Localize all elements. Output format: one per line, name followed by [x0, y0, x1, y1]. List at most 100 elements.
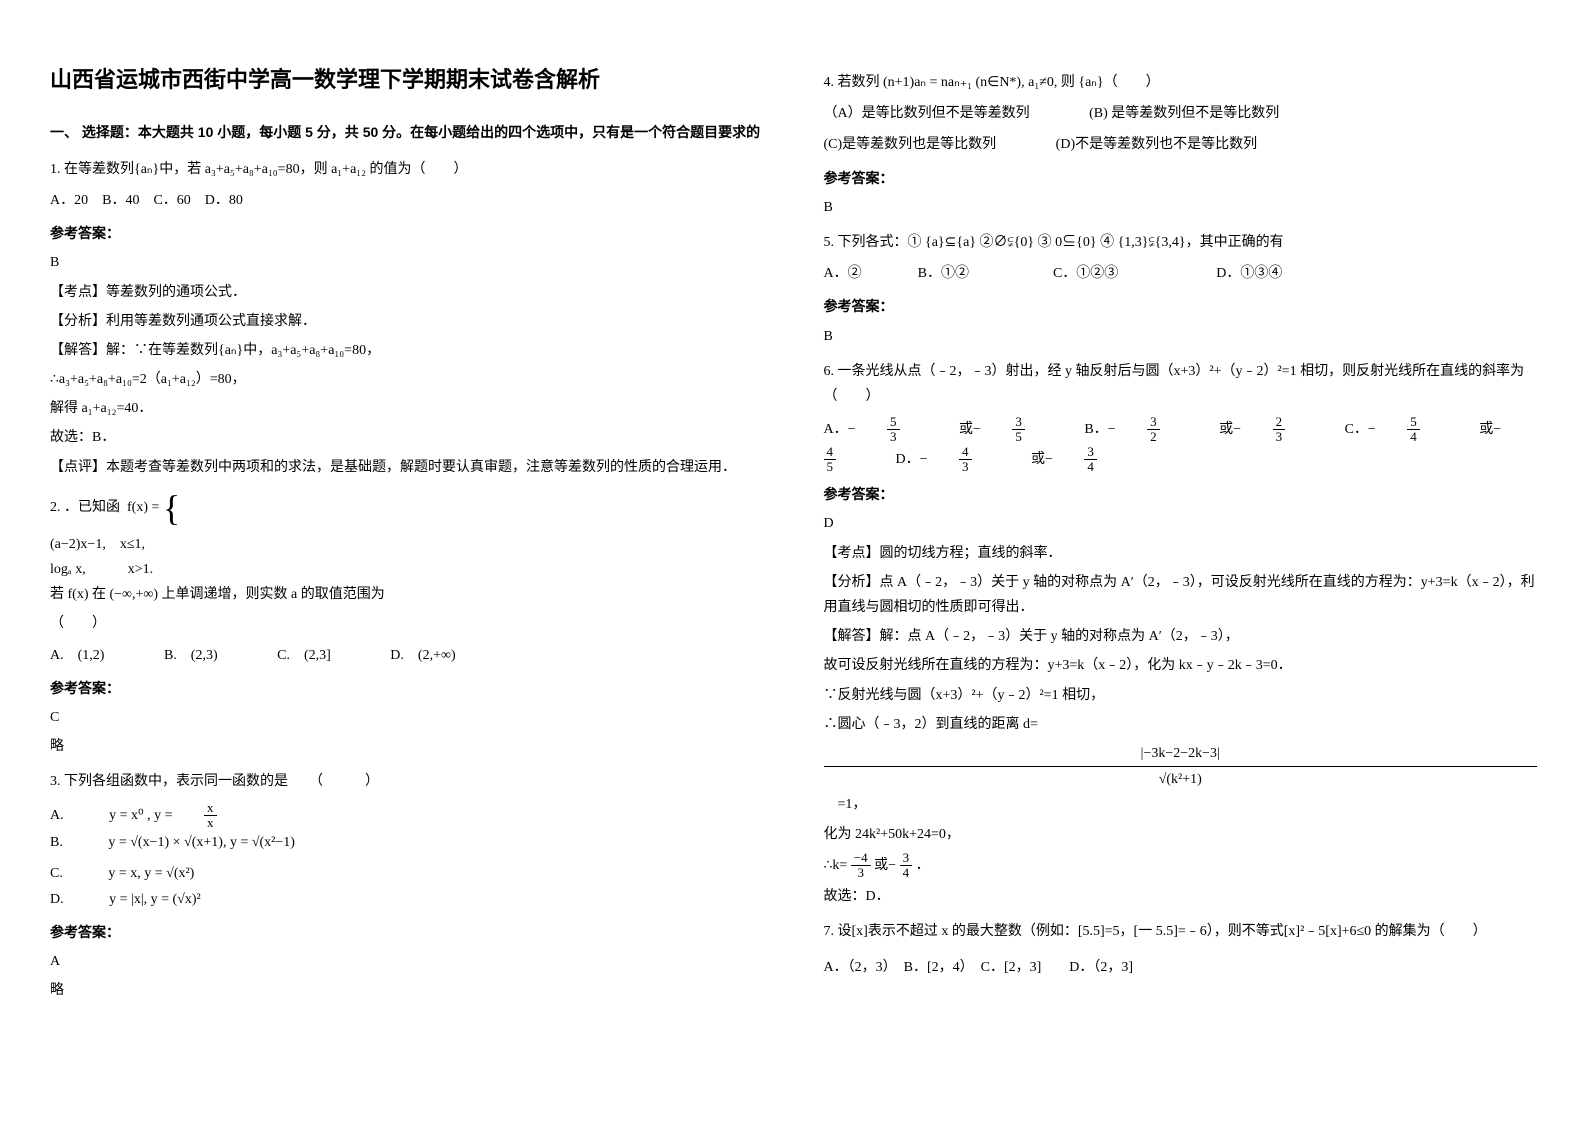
q1-jd2: ∴a₃+a₅+a₈+a₁₀=2（a₁+a₁₂）=80，	[50, 367, 764, 392]
q3-optD-text: y = |x|, y = (√x)²	[109, 892, 201, 907]
q2-post: 若 f(x) 在 (−∞,+∞) 上单调递增，则实数 a 的取值范围为	[50, 587, 385, 602]
q1-dp: 【点评】本题考查等差数列中两项和的求法，是基础题，解题时要认真审题，注意等差数列…	[50, 455, 764, 480]
q6-fx: 【分析】点 A（﹣2，﹣3）关于 y 轴的对称点为 A′（2，﹣3），可设反射光…	[824, 570, 1538, 620]
q3-optC-text: y = x, y = √(x²)	[108, 866, 194, 881]
q2-piece1: (a−2)x−1, x≤1,	[50, 532, 764, 557]
q7-stem: 7. 设[x]表示不超过 x 的最大整数（例如：[5.5]=5，[一 5.5]=…	[824, 919, 1538, 944]
q3-optB-text: y = √(x−1) × √(x+1), y = √(x²−1)	[108, 835, 295, 850]
f: 5	[1407, 415, 1420, 430]
f: 3	[1084, 445, 1097, 460]
q5-options: A．② B．①② C．①②③ D．①③④	[824, 261, 1538, 286]
or: 或−	[959, 422, 981, 437]
q3-lue: 略	[50, 978, 764, 1003]
q2-stem: 2. ．已知函 f(x) = {	[50, 490, 764, 526]
q6-optB-pre: B．−	[1084, 422, 1115, 437]
f: 5	[1012, 430, 1025, 444]
f: 4	[1084, 460, 1097, 474]
q2-optD: (2,+∞)	[418, 648, 456, 663]
q2-blank: （ ）	[50, 611, 764, 636]
q3-optA-frac: x x	[204, 801, 245, 831]
f: 3	[887, 430, 900, 444]
q4-optD: (D)不是等差数列也不是等比数列	[1056, 137, 1257, 152]
q2-piece2: logₐ x, x>1.	[50, 557, 764, 582]
q4-optsAB: （A）是等比数列但不是等差数列 (B) 是等差数列但不是等比数列	[824, 101, 1538, 126]
f: 5	[887, 415, 900, 430]
q6-jd4-pre: ∴圆心（﹣3，2）到直线的距离 d=	[824, 717, 1038, 732]
q6-jd2: 故可设反射光线所在直线的方程为：y+3=k（x﹣2），化为 kx﹣y﹣2k﹣3=…	[824, 653, 1538, 678]
q3-optC-pre: C.	[50, 866, 77, 881]
q2-optA: (1,2)	[78, 648, 105, 663]
q1-options: A．20 B．40 C．60 D．80	[50, 188, 764, 213]
q1-ans: B	[50, 250, 764, 275]
q6-jd4-post: =1，	[824, 797, 867, 812]
q2-piecewise: {	[163, 490, 180, 526]
or: 或−	[1031, 452, 1053, 467]
q6-jd4-num: |−3k−2−2k−3|	[824, 741, 1538, 767]
q1-fx: 【分析】利用等差数列通项公式直接求解．	[50, 309, 764, 334]
or: 或−	[874, 858, 896, 873]
f: 4	[1407, 430, 1420, 444]
q3-optA-text: y = x⁰ , y =	[109, 808, 176, 823]
q4-optA: （A）是等比数列但不是等差数列	[824, 106, 1030, 121]
f: 2	[1273, 415, 1286, 430]
q3-row2: C. y = x, y = √(x²) D. y = |x|, y = (√x)…	[50, 861, 764, 911]
q3-optA-num: x	[204, 801, 217, 816]
q4-optC: (C)是等差数列也是等比数列	[824, 137, 997, 152]
brace-icon: {	[163, 490, 180, 526]
q4-ans-label: 参考答案：	[824, 166, 1538, 191]
or: 或−	[1479, 422, 1501, 437]
q6-jd4-den: √(k²+1)	[824, 767, 1538, 792]
f: 3	[959, 460, 972, 474]
f: 2	[1147, 430, 1160, 444]
q6-optA-pre: A．−	[824, 422, 856, 437]
f: 4	[900, 866, 913, 880]
q6-jd6-post: ．	[916, 858, 930, 873]
q6-jd6: ∴k= −43 或− 34 ．	[824, 851, 1538, 881]
f: 3	[1273, 430, 1286, 444]
q6-jd6-pre: ∴k=	[824, 858, 848, 873]
or: 或−	[1219, 422, 1241, 437]
f: 3	[851, 866, 871, 880]
q6-optC-pre: C．−	[1345, 422, 1376, 437]
q7-options: A．（2，3） B．[2，4） C．[2，3] D．（2，3]	[824, 955, 1538, 980]
q2-lue: 略	[50, 734, 764, 759]
q5-ans-label: 参考答案：	[824, 294, 1538, 319]
q2-ans: C	[50, 705, 764, 730]
page-title: 山西省运城市西街中学高一数学理下学期期末试卷含解析	[50, 60, 764, 100]
q3-optA-den: x	[204, 816, 217, 830]
q6-stem: 6. 一条光线从点（﹣2，﹣3）射出，经 y 轴反射后与圆（x+3）²+（y﹣2…	[824, 359, 1538, 409]
f: 3	[1012, 415, 1025, 430]
q1-jd1: 【解答】解：∵在等差数列{aₙ}中，a₃+a₅+a₈+a₁₀=80，	[50, 338, 764, 363]
q3-ans-label: 参考答案：	[50, 920, 764, 945]
q2-pre: 2. ．已知函	[50, 500, 120, 515]
q6-jd7: 故选：D．	[824, 884, 1538, 909]
f: 3	[900, 851, 913, 866]
q1-jd4: 故选：B．	[50, 425, 764, 450]
q2-optC: (2,3]	[304, 648, 331, 663]
q3-stem: 3. 下列各组函数中，表示同一函数的是 （ ）	[50, 769, 764, 794]
q4-ans: B	[824, 195, 1538, 220]
section-1-head: 一、 选择题：本大题共 10 小题，每小题 5 分，共 50 分。在每小题给出的…	[50, 120, 764, 145]
q3-optB-pre: B.	[50, 835, 77, 850]
q2-optB: (2,3)	[191, 648, 218, 663]
q5-stem: 5. 下列各式：① {a}⊆{a} ②∅⫋{0} ③ 0⊆{0} ④ {1,3}…	[824, 230, 1538, 255]
f: −4	[851, 851, 871, 866]
f: 5	[824, 460, 837, 474]
q2-options: A. (1,2) B. (2,3) C. (2,3] D. (2,+∞)	[50, 643, 764, 668]
q6-ans-label: 参考答案：	[824, 482, 1538, 507]
q3-row1: A. y = x⁰ , y = x x B. y = √(x−1) × √(x+…	[50, 801, 764, 856]
q4-stem: 4. 若数列 (n+1)aₙ = naₙ₊₁ (n∈N*), a₁≠0, 则 {…	[824, 70, 1538, 95]
q1-jd3: 解得 a₁+a₁₂=40．	[50, 396, 764, 421]
q6-optD-pre: D．−	[896, 452, 928, 467]
q6-options: A．− 53 或− 35 B．− 32 或− 23 C．− 54 或− 45 D…	[824, 415, 1538, 474]
q2-ans-label: 参考答案：	[50, 676, 764, 701]
q6-jd4: ∴圆心（﹣3，2）到直线的距离 d=	[824, 712, 1538, 737]
q1-ans-label: 参考答案：	[50, 221, 764, 246]
q4-optsCD: (C)是等差数列也是等比数列 (D)不是等差数列也不是等比数列	[824, 132, 1538, 157]
q6-jd3: ∵反射光线与圆（x+3）²+（y﹣2）²=1 相切，	[824, 683, 1538, 708]
q1-stem: 1. 在等差数列{aₙ}中，若 a₃+a₅+a₈+a₁₀=80，则 a₁+a₁₂…	[50, 157, 764, 182]
q4-optB: (B) 是等差数列但不是等比数列	[1089, 106, 1279, 121]
q6-jd1: 【解答】解：点 A（﹣2，﹣3）关于 y 轴的对称点为 A′（2，﹣3），	[824, 624, 1538, 649]
q3-ans: A	[50, 949, 764, 974]
f: 3	[1147, 415, 1160, 430]
